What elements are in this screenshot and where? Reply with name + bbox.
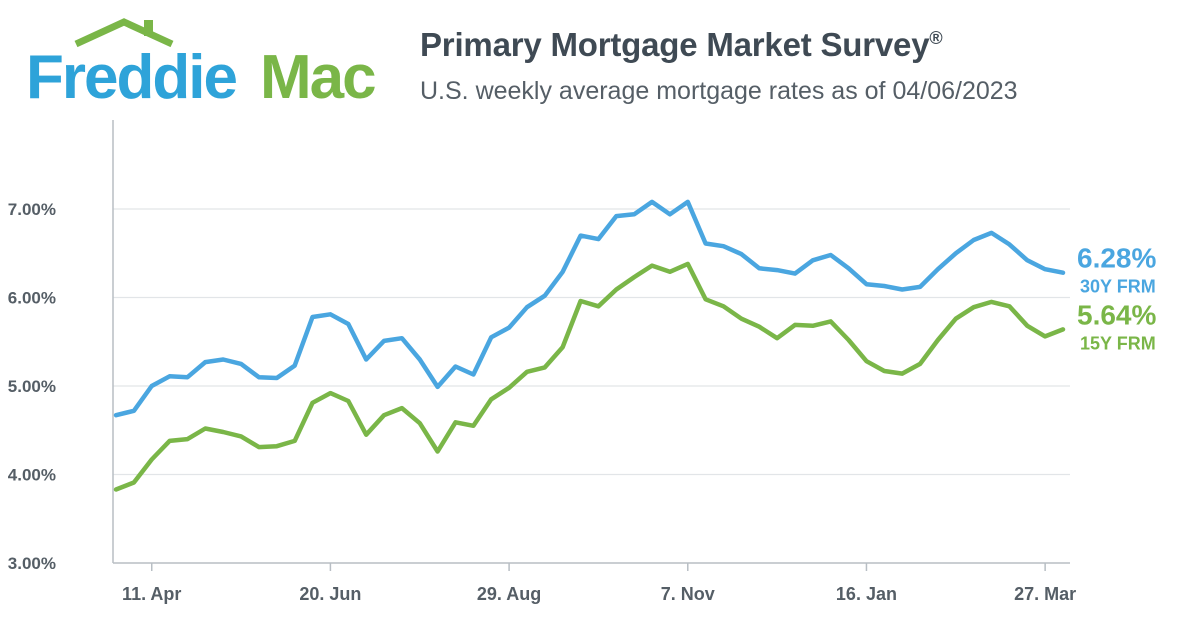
x-tick-labels: 11. Apr 20. Jun 29. Aug 7. Nov 16. Jan 27. Ma… — [122, 563, 1076, 604]
x-tick-label: 27. Mar — [1014, 584, 1076, 604]
end-value-label: 5.64% — [1077, 299, 1156, 330]
x-tick-label: 20. Jun — [299, 584, 361, 604]
logo-word-freddie: Freddie — [26, 43, 236, 104]
y-tick-labels: 3.00% 4.00% 5.00% 6.00% 7.00% — [8, 200, 56, 573]
house-roof-icon — [74, 18, 174, 48]
series-lines — [113, 199, 1066, 492]
freddie-mac-logo-mark: Freddie Mac — [26, 18, 377, 112]
chart-grid — [113, 208, 1070, 476]
end-value-label: 6.28% — [1077, 243, 1156, 274]
y-tick-label: 3.00% — [8, 554, 56, 573]
chart-title: Primary Mortgage Market Survey® — [420, 26, 943, 64]
x-tick-label: 11. Apr — [122, 584, 181, 604]
logo-word-mac: Mac — [260, 43, 375, 104]
series-name-label: 30Y FRM — [1080, 277, 1156, 297]
y-tick-label: 5.00% — [8, 377, 56, 396]
y-tick-label: 6.00% — [8, 289, 56, 308]
chart-subtitle: U.S. weekly average mortgage rates as of… — [420, 77, 1018, 105]
y-tick-label: 4.00% — [8, 466, 56, 485]
series-line-30y-frm — [113, 199, 1066, 418]
x-tick-label: 29. Aug — [477, 584, 541, 604]
x-tick-label: 7. Nov — [661, 584, 715, 604]
freddie-mac-logo: Freddie Mac — [20, 14, 380, 112]
x-tick-label: 16. Jan — [836, 584, 897, 604]
series-name-label: 15Y FRM — [1080, 333, 1156, 353]
registered-mark: ® — [929, 28, 943, 48]
chart-title-text: Primary Mortgage Market Survey — [420, 26, 930, 63]
house-chimney-icon — [144, 20, 153, 36]
y-tick-label: 7.00% — [8, 200, 56, 219]
series-line-15y-frm — [113, 261, 1066, 492]
